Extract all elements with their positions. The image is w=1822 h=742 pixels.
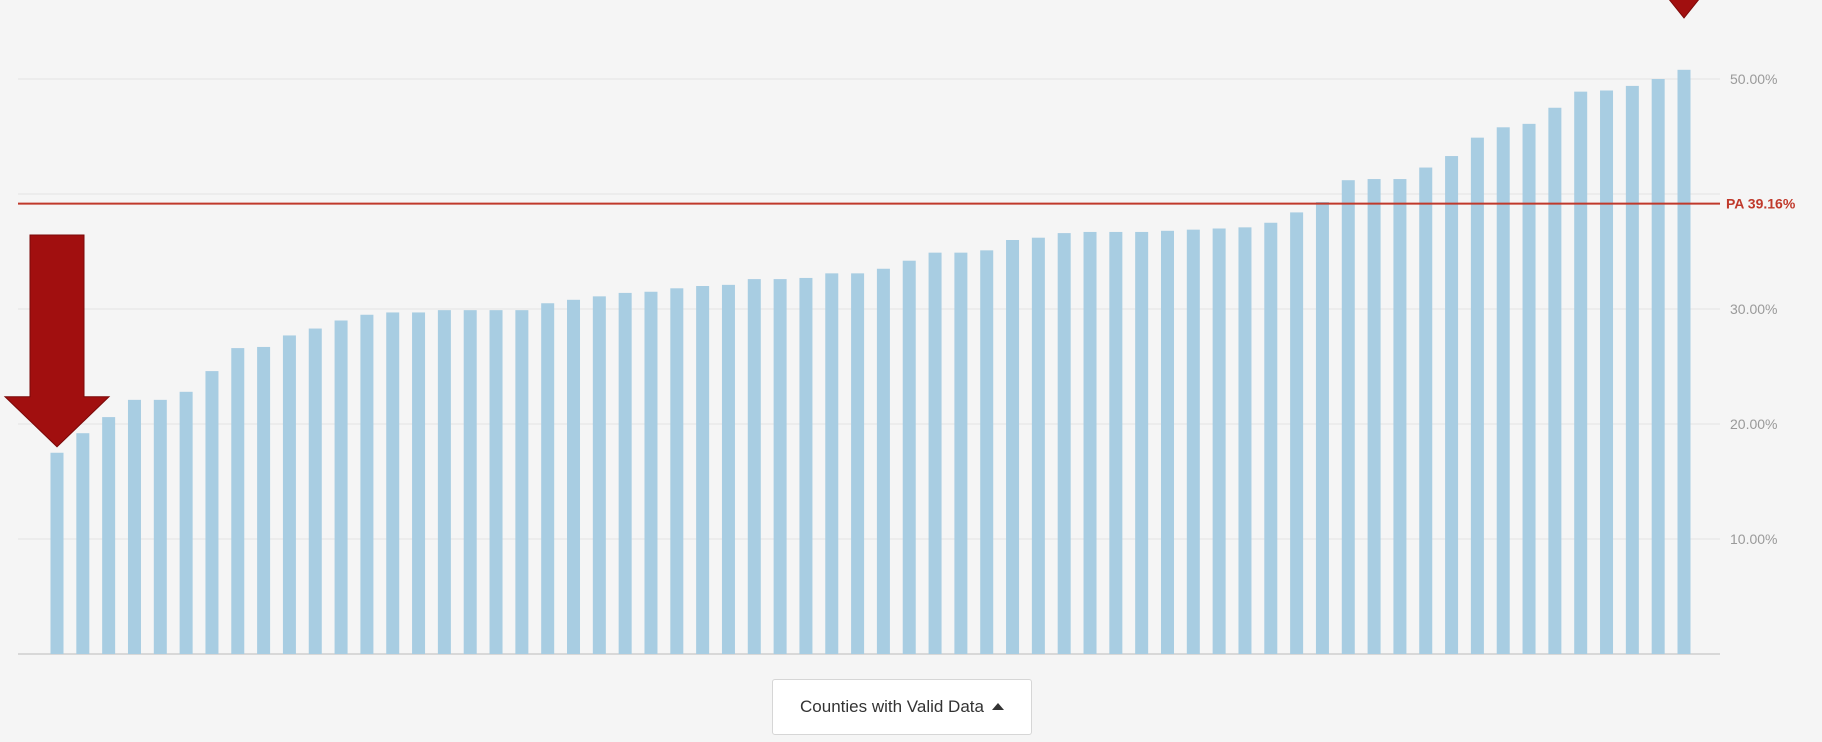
bar	[231, 348, 245, 654]
y-tick-label: 20.00%	[1730, 416, 1777, 432]
bar	[1083, 231, 1097, 654]
bar	[1341, 180, 1355, 654]
bar	[567, 299, 581, 654]
bar	[50, 452, 64, 654]
bar	[437, 310, 451, 654]
reference-line-group: PA 39.16%	[18, 196, 1796, 212]
bar	[127, 399, 141, 654]
bar	[773, 279, 787, 654]
bar	[1135, 231, 1149, 654]
bar	[308, 328, 322, 654]
bar	[1393, 179, 1407, 655]
bar	[1419, 167, 1433, 655]
y-tick-label: 30.00%	[1730, 301, 1777, 317]
bar	[1160, 230, 1174, 655]
y-axis-ticks: 10.00% 20.00% 30.00% 50.00%	[1730, 71, 1777, 547]
bar	[1600, 90, 1614, 654]
bar	[76, 433, 90, 654]
bar	[1057, 233, 1071, 654]
bars	[50, 69, 1691, 655]
bar	[1290, 212, 1304, 654]
bar	[1006, 240, 1020, 654]
bar	[541, 303, 555, 654]
bar	[1212, 228, 1226, 654]
bar	[1677, 69, 1691, 655]
bar	[1031, 237, 1045, 654]
bar	[205, 371, 219, 654]
bar	[282, 335, 296, 654]
bar	[618, 292, 632, 654]
bar	[670, 288, 684, 654]
bar	[876, 268, 890, 654]
bar	[1238, 227, 1252, 654]
caret-up-icon	[991, 702, 1004, 710]
bar	[592, 296, 606, 654]
down-arrow-annotation	[1668, 0, 1700, 19]
bar	[644, 291, 658, 654]
bar	[360, 314, 374, 654]
bar	[153, 399, 167, 654]
bar	[1548, 107, 1562, 654]
bar	[102, 417, 116, 654]
down-arrow-annotation	[3, 234, 111, 448]
bar	[902, 260, 916, 654]
sort-button-label: Counties with Valid Data	[800, 697, 984, 716]
y-tick-label: 10.00%	[1730, 531, 1777, 547]
bar	[1574, 91, 1588, 654]
bar	[1445, 156, 1459, 655]
bar	[334, 320, 348, 654]
bar	[489, 310, 503, 654]
bar	[1367, 179, 1381, 655]
y-tick-label: 50.00%	[1730, 71, 1777, 87]
bar	[386, 312, 400, 654]
bar	[980, 250, 994, 654]
bar	[1651, 79, 1665, 654]
sort-counties-button[interactable]: Counties with Valid Data	[772, 679, 1032, 735]
bar	[412, 312, 426, 654]
bar	[799, 277, 813, 654]
bar	[179, 391, 193, 654]
bar	[851, 273, 865, 654]
bar	[1470, 137, 1484, 654]
bar	[1496, 127, 1510, 655]
bar	[463, 310, 477, 654]
bar	[721, 284, 735, 654]
bar	[825, 273, 839, 654]
annotation-arrows	[3, 0, 1700, 448]
bar	[1109, 231, 1123, 654]
bar	[747, 279, 761, 654]
bar	[928, 252, 942, 654]
bar	[1522, 123, 1536, 655]
bar	[257, 346, 271, 654]
bar	[1315, 202, 1329, 655]
bar	[515, 310, 529, 654]
bar	[1625, 85, 1639, 654]
grid-lines	[18, 78, 1720, 655]
bar	[954, 252, 968, 654]
bar	[696, 286, 710, 654]
bar	[1264, 222, 1278, 654]
bar	[1186, 229, 1200, 654]
reference-line-label: PA 39.16%	[1726, 196, 1796, 212]
